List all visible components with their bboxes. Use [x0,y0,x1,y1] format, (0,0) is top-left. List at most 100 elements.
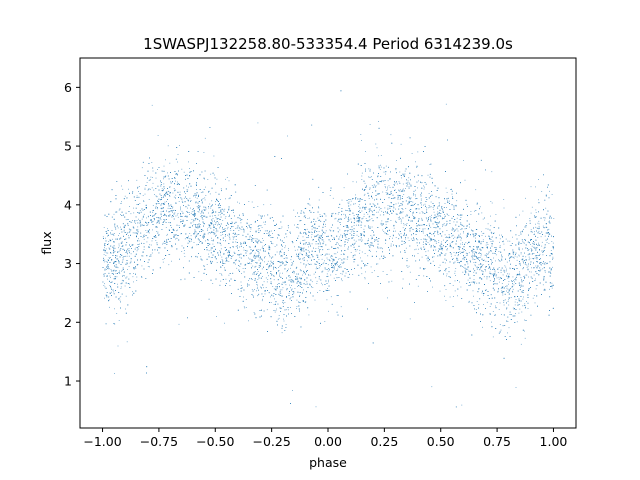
data-point [368,219,370,221]
data-point [416,229,418,231]
data-point [542,268,544,270]
data-point [244,265,246,266]
data-point [299,259,300,260]
data-point [293,293,295,295]
data-point [398,219,400,220]
data-point [168,191,170,192]
data-point [325,253,327,255]
data-point [425,251,427,253]
data-point [128,228,130,230]
data-point [292,262,294,264]
data-point [387,188,388,190]
data-point [262,245,264,247]
data-point [500,329,502,331]
data-point [144,193,146,195]
data-point [187,237,189,238]
data-point [371,272,373,273]
data-point [524,275,525,277]
data-point [280,262,282,264]
data-point [169,254,171,255]
data-point [422,224,424,226]
data-point [479,268,481,270]
data-point [234,262,235,264]
data-point [463,231,464,232]
data-point [335,257,337,258]
data-point [502,294,504,296]
data-point [143,249,145,250]
data-point [480,278,482,280]
data-point [247,262,248,264]
data-point [106,269,107,270]
data-point [209,193,211,195]
data-point [498,309,500,310]
data-point [519,271,520,273]
data-point [417,187,418,189]
data-point [126,276,128,278]
data-point [529,271,530,273]
data-point [507,288,509,290]
data-point [304,257,305,258]
data-point [262,298,263,300]
data-point [401,237,402,239]
data-point [213,155,215,157]
data-point [546,226,548,228]
data-point [203,152,205,153]
data-point [352,256,354,258]
data-point [423,185,424,187]
data-point [551,194,553,195]
data-point [239,228,241,230]
data-point [490,215,491,217]
data-point [363,228,365,230]
data-point [402,203,403,205]
data-point [512,286,514,287]
data-point [332,261,334,263]
data-point [163,188,165,189]
data-point [274,298,275,300]
data-point [128,232,130,233]
data-point [103,273,105,275]
data-point [189,197,191,199]
data-point [488,235,489,237]
data-point [460,253,461,254]
data-point [250,228,252,230]
data-point [504,279,505,280]
data-point [335,274,337,275]
data-point [318,207,320,209]
data-point [530,212,532,214]
data-point [283,318,284,320]
data-point [248,280,249,281]
data-point [393,230,394,232]
data-point [336,264,338,266]
data-point [313,227,314,229]
data-point [371,226,373,228]
data-point [482,247,484,249]
data-point [393,205,395,207]
data-point [266,264,267,265]
data-point [405,188,406,189]
data-point [411,204,413,206]
data-point [524,319,525,321]
data-point [311,228,313,230]
data-point [544,244,546,246]
data-point [239,256,241,258]
data-point [499,234,500,236]
data-point [300,210,302,212]
data-point [451,255,452,257]
data-point [143,234,145,236]
data-point [512,283,513,285]
data-point [240,242,242,244]
data-point [288,248,289,249]
data-point [118,243,120,245]
data-point [382,229,384,231]
data-point [448,215,450,216]
data-point [414,217,416,218]
data-point [150,244,152,246]
data-point [163,178,164,180]
data-point [114,247,116,249]
data-point [352,237,354,238]
data-point [451,193,453,195]
data-point [302,274,303,276]
data-point [248,246,250,248]
data-point [267,279,269,280]
data-point [327,259,329,261]
